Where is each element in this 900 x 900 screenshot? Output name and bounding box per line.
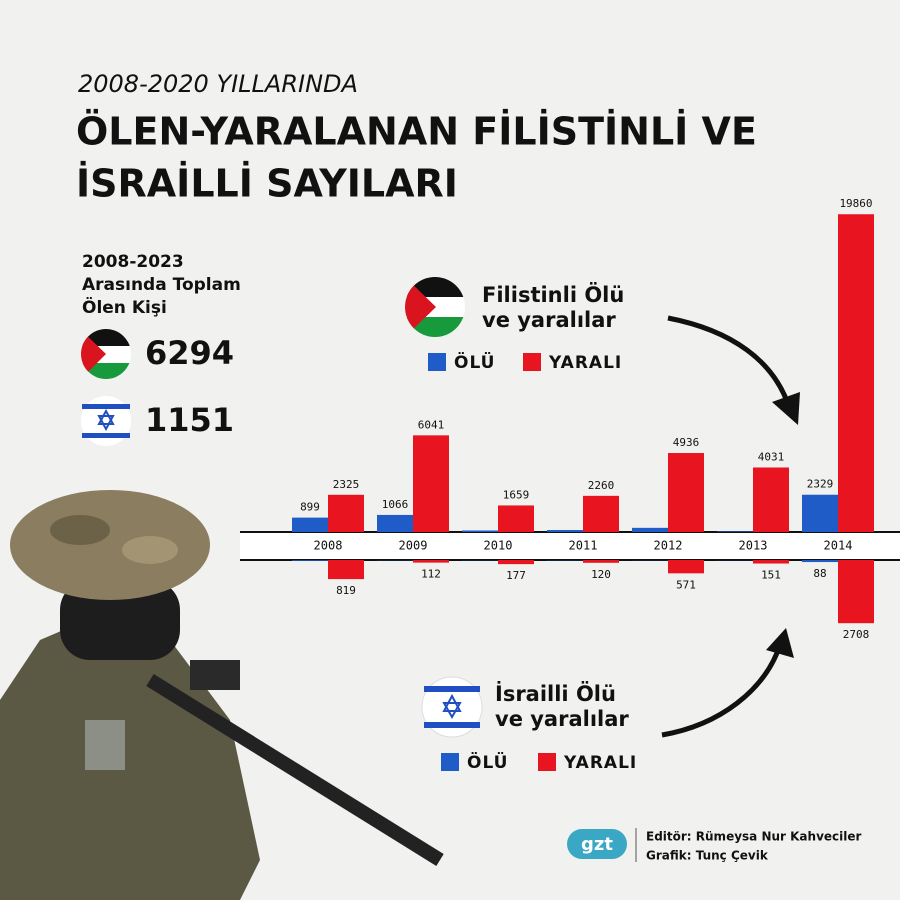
bar [802, 494, 838, 532]
subtitle: 2008-2020 YILLARINDA [78, 70, 358, 98]
bar [753, 560, 789, 564]
value-label: 899 [300, 501, 320, 514]
arrow-head [766, 628, 794, 658]
legend-swatch [428, 353, 446, 371]
bar [668, 453, 704, 532]
bar [838, 560, 874, 624]
value-label: 19860 [839, 197, 872, 210]
bar [753, 467, 789, 532]
legend-title: ve yaralılar [495, 707, 629, 731]
value-label: 1659 [503, 488, 530, 501]
editor: Editör: Rümeysa Nur Kahveciler [646, 830, 862, 844]
value-label: 2329 [807, 478, 834, 491]
bar [717, 531, 753, 532]
x-tick-label: 2010 [484, 539, 513, 553]
total-israel: 1151 [145, 401, 234, 439]
bar [802, 560, 838, 563]
israel-legend-flag [421, 676, 483, 738]
totals-heading: Ölen Kişi [82, 296, 167, 318]
bar [292, 517, 328, 532]
logo-bg [567, 829, 627, 859]
totals-heading: 2008-2023 [82, 252, 184, 272]
logo: gzt [581, 834, 613, 855]
value-label: 120 [591, 568, 611, 581]
bar [498, 560, 534, 565]
arrow [667, 315, 793, 411]
x-tick-label: 2008 [314, 539, 343, 553]
bar [583, 560, 619, 563]
bar [413, 435, 449, 532]
arrow [661, 644, 783, 738]
value-label: 151 [761, 569, 781, 582]
total-palestine: 6294 [145, 334, 234, 372]
palestine-legend-flag [405, 277, 465, 337]
totals-heading: Arasında Toplam [82, 275, 241, 295]
bar [632, 527, 668, 532]
legend-label: YARALI [548, 353, 622, 373]
bar [377, 514, 413, 532]
title-line: ÖLEN-YARALANAN FİLİSTİNLİ VE [76, 110, 757, 154]
bar [292, 560, 328, 561]
legend-title: İsrailli Ölü [495, 681, 616, 706]
value-label: 4936 [673, 436, 700, 449]
legend-swatch [441, 753, 459, 771]
legend-title: Filistinli Ölü [482, 282, 624, 307]
bar [583, 495, 619, 532]
legend-title: ve yaralılar [482, 308, 616, 332]
axis-band [240, 532, 900, 560]
value-label: 112 [421, 568, 441, 581]
value-label: 819 [336, 584, 356, 597]
value-label: 4031 [758, 451, 785, 464]
value-label: 2325 [333, 478, 360, 491]
value-label: 2260 [588, 479, 615, 492]
x-tick-label: 2009 [399, 539, 428, 553]
bar [328, 494, 364, 532]
title-line: İSRAİLLİ SAYILARI [76, 162, 458, 206]
palestine-flag [81, 329, 131, 379]
value-label: 1066 [382, 498, 409, 511]
value-label: 88 [813, 567, 826, 580]
legend-label: YARALI [563, 753, 637, 773]
soldier-illustration [0, 490, 444, 900]
graphic: Grafik: Tunç Çevik [646, 849, 769, 863]
value-label: 2708 [843, 628, 870, 641]
legend-label: ÖLÜ [467, 751, 508, 773]
bar [413, 560, 449, 563]
bar [547, 530, 583, 532]
legend-swatch [523, 353, 541, 371]
legend-swatch [538, 753, 556, 771]
value-label: 571 [676, 578, 696, 591]
israel-flag [81, 396, 131, 446]
x-tick-label: 2012 [654, 539, 683, 553]
legend-label: ÖLÜ [454, 351, 495, 373]
bar [328, 560, 364, 580]
arrow-head [772, 392, 800, 425]
x-tick-label: 2011 [569, 539, 598, 553]
credits: gzt Editör: Rümeysa Nur Kahveciler Grafi… [567, 828, 862, 863]
bar [462, 530, 498, 532]
bar [838, 214, 874, 533]
x-tick-label: 2013 [739, 539, 768, 553]
value-label: 6041 [418, 418, 445, 431]
bar [668, 560, 704, 574]
value-label: 177 [506, 569, 526, 582]
x-tick-label: 2014 [824, 539, 853, 553]
bar [498, 505, 534, 532]
